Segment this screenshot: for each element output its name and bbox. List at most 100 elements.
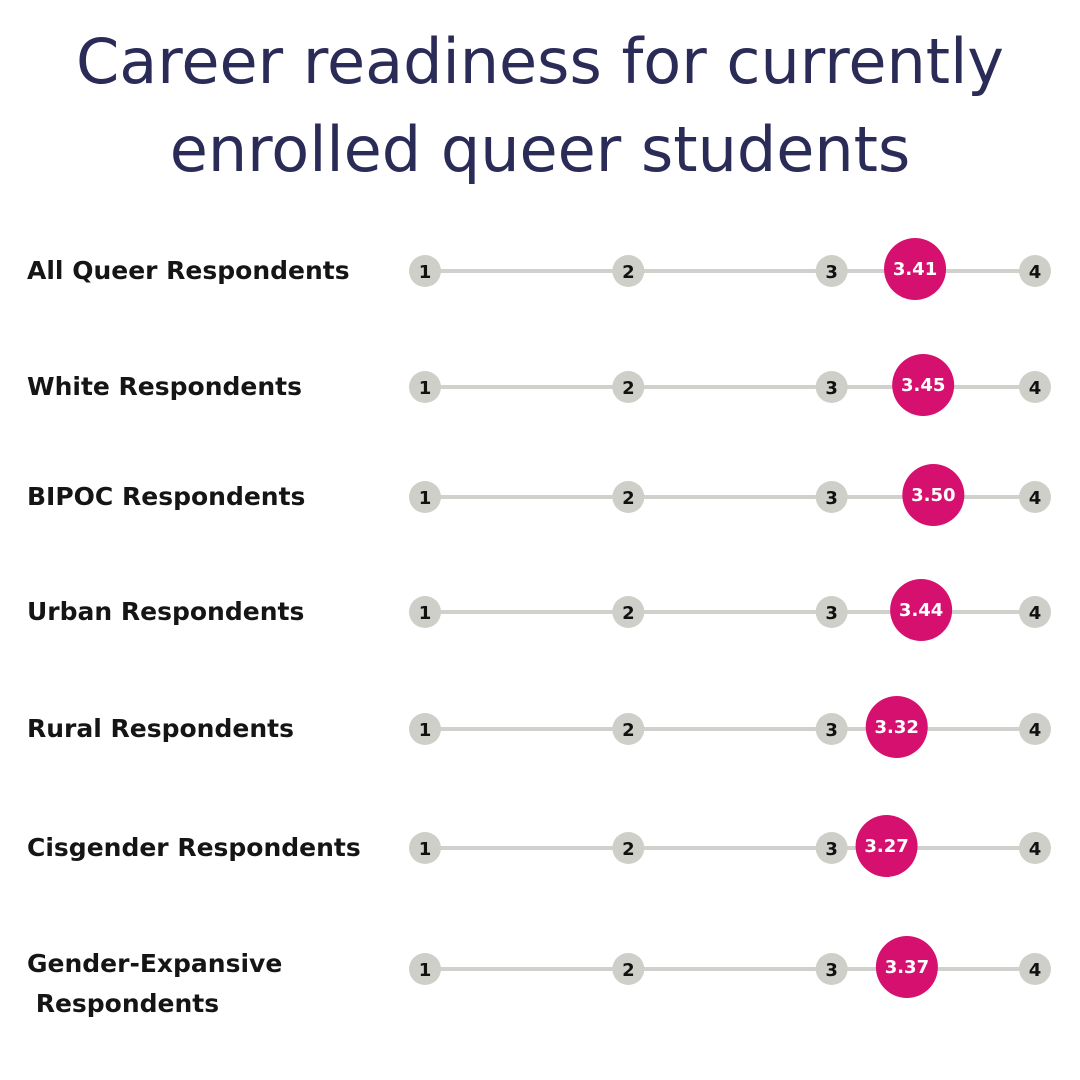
scale-tick-label: 4 <box>1029 720 1042 741</box>
scale-tick-label: 3 <box>825 262 838 283</box>
row-1: All Queer Respondents 1 2 3 4 3.41 <box>0 211 1080 331</box>
value-dot <box>890 579 953 641</box>
scale-tick-dot <box>815 832 848 864</box>
chart-title-line-1: Career readiness for currently <box>75 25 1005 98</box>
value-label: 3.27 <box>864 836 908 857</box>
scale-tick-dot <box>612 832 645 864</box>
category-label: Cisgender Respondents <box>27 828 361 868</box>
category-label: BIPOC Respondents <box>27 477 305 517</box>
scale-tick-label: 2 <box>622 720 635 741</box>
scale-tick-dot <box>612 255 645 287</box>
scale-tick-dot <box>409 255 441 287</box>
scale-tick-label: 2 <box>622 839 635 860</box>
scale-tick-label: 4 <box>1029 839 1042 860</box>
value-dot <box>902 464 965 526</box>
scale-track: 1 2 3 4 3.45 <box>409 354 1051 416</box>
scale-tick-label: 3 <box>825 603 838 624</box>
scale-tick-dot <box>1019 832 1051 864</box>
scale-track: 1 2 3 4 3.27 <box>409 815 1051 877</box>
value-label: 3.41 <box>893 259 937 280</box>
scale-track: 1 2 3 4 3.44 <box>409 579 1051 641</box>
scale-tick-dot <box>815 371 848 403</box>
category-label-line: Gender-Expansive <box>27 949 283 978</box>
scale-tick-label: 2 <box>622 960 635 981</box>
scale-tick-label: 2 <box>622 488 635 509</box>
row-2: White Respondents 1 2 3 4 3.45 <box>0 327 1080 447</box>
value-dot <box>865 696 928 758</box>
value-dot <box>892 354 955 416</box>
value-label: 3.44 <box>899 600 943 621</box>
scale-track: 1 2 3 4 3.37 <box>409 936 1051 998</box>
row-5: Rural Respondents 1 2 3 4 3.32 <box>0 669 1080 789</box>
category-label-line: Cisgender Respondents <box>27 833 361 862</box>
scale-tick-label: 4 <box>1029 488 1042 509</box>
category-label-line: Urban Respondents <box>27 597 305 626</box>
row-3: BIPOC Respondents 1 2 3 4 3.50 <box>0 437 1080 557</box>
scale-tick-dot <box>1019 713 1051 745</box>
scale-tick-dot <box>1019 953 1051 985</box>
scale-tick-label: 1 <box>419 839 432 860</box>
scale-tick-label: 4 <box>1029 378 1042 399</box>
scale-track: 1 2 3 4 3.50 <box>409 464 1051 526</box>
scale-track: 1 2 3 4 3.41 <box>409 238 1051 300</box>
scale-tick-dot <box>409 371 441 403</box>
chart-title: Career readiness for currently enrolled … <box>0 18 1080 194</box>
chart-title-line-2: enrolled queer students <box>169 113 911 186</box>
value-label: 3.45 <box>901 375 945 396</box>
row-6: Cisgender Respondents 1 2 3 4 3.27 <box>0 788 1080 908</box>
scale-tick-label: 3 <box>825 839 838 860</box>
scale-tick-label: 2 <box>622 603 635 624</box>
category-label-line: Rural Respondents <box>27 714 294 743</box>
scale-tick-dot <box>1019 255 1051 287</box>
scale-tick-label: 3 <box>825 378 838 399</box>
category-label: Gender-Expansive Respondents <box>27 944 282 1024</box>
scale-tick-label: 2 <box>622 378 635 399</box>
scale-tick-dot <box>1019 596 1051 628</box>
scale-tick-dot <box>815 713 848 745</box>
scale-tick-dot <box>409 481 441 513</box>
scale-tick-label: 3 <box>825 488 838 509</box>
scale-tick-label: 1 <box>419 378 432 399</box>
scale-tick-label: 2 <box>622 262 635 283</box>
scale-tick-label: 4 <box>1029 603 1042 624</box>
category-label: White Respondents <box>27 367 302 407</box>
scale-tick-dot <box>815 596 848 628</box>
category-label: Rural Respondents <box>27 709 294 749</box>
scale-tick-dot <box>815 953 848 985</box>
scale-tick-dot <box>409 713 441 745</box>
scale-tick-dot <box>815 481 848 513</box>
scale-tick-dot <box>612 596 645 628</box>
scale-tick-dot <box>1019 481 1051 513</box>
scale-tick-label: 3 <box>825 720 838 741</box>
row-7: Gender-Expansive Respondents 1 2 3 4 3.37 <box>0 909 1080 1029</box>
value-label: 3.32 <box>875 717 919 738</box>
value-dot <box>875 936 938 998</box>
category-label-line: BIPOC Respondents <box>27 482 306 511</box>
scale-tick-dot <box>409 953 441 985</box>
category-label: Urban Respondents <box>27 592 304 632</box>
scale-tick-dot <box>409 832 441 864</box>
scale-tick-label: 1 <box>419 720 432 741</box>
category-label-line: Respondents <box>27 989 220 1018</box>
scale-tick-label: 1 <box>419 262 432 283</box>
scale-tick-dot <box>815 255 848 287</box>
value-dot <box>855 815 918 877</box>
scale-tick-label: 4 <box>1029 960 1042 981</box>
scale-tick-dot <box>612 481 645 513</box>
scale-tick-dot <box>409 596 441 628</box>
category-label-line: White Respondents <box>27 372 302 401</box>
value-dot <box>884 238 947 300</box>
scale-tick-label: 4 <box>1029 262 1042 283</box>
scale-tick-dot <box>1019 371 1051 403</box>
category-label-line: All Queer Respondents <box>27 256 350 285</box>
scale-track: 1 2 3 4 3.32 <box>409 696 1051 758</box>
value-label: 3.37 <box>885 957 929 978</box>
value-label: 3.50 <box>911 485 955 506</box>
scale-tick-dot <box>612 713 645 745</box>
scale-tick-dot <box>612 953 645 985</box>
scale-tick-label: 1 <box>419 488 432 509</box>
row-4: Urban Respondents 1 2 3 4 3.44 <box>0 552 1080 672</box>
category-label: All Queer Respondents <box>27 251 350 291</box>
scale-tick-label: 3 <box>825 960 838 981</box>
scale-tick-dot <box>612 371 645 403</box>
